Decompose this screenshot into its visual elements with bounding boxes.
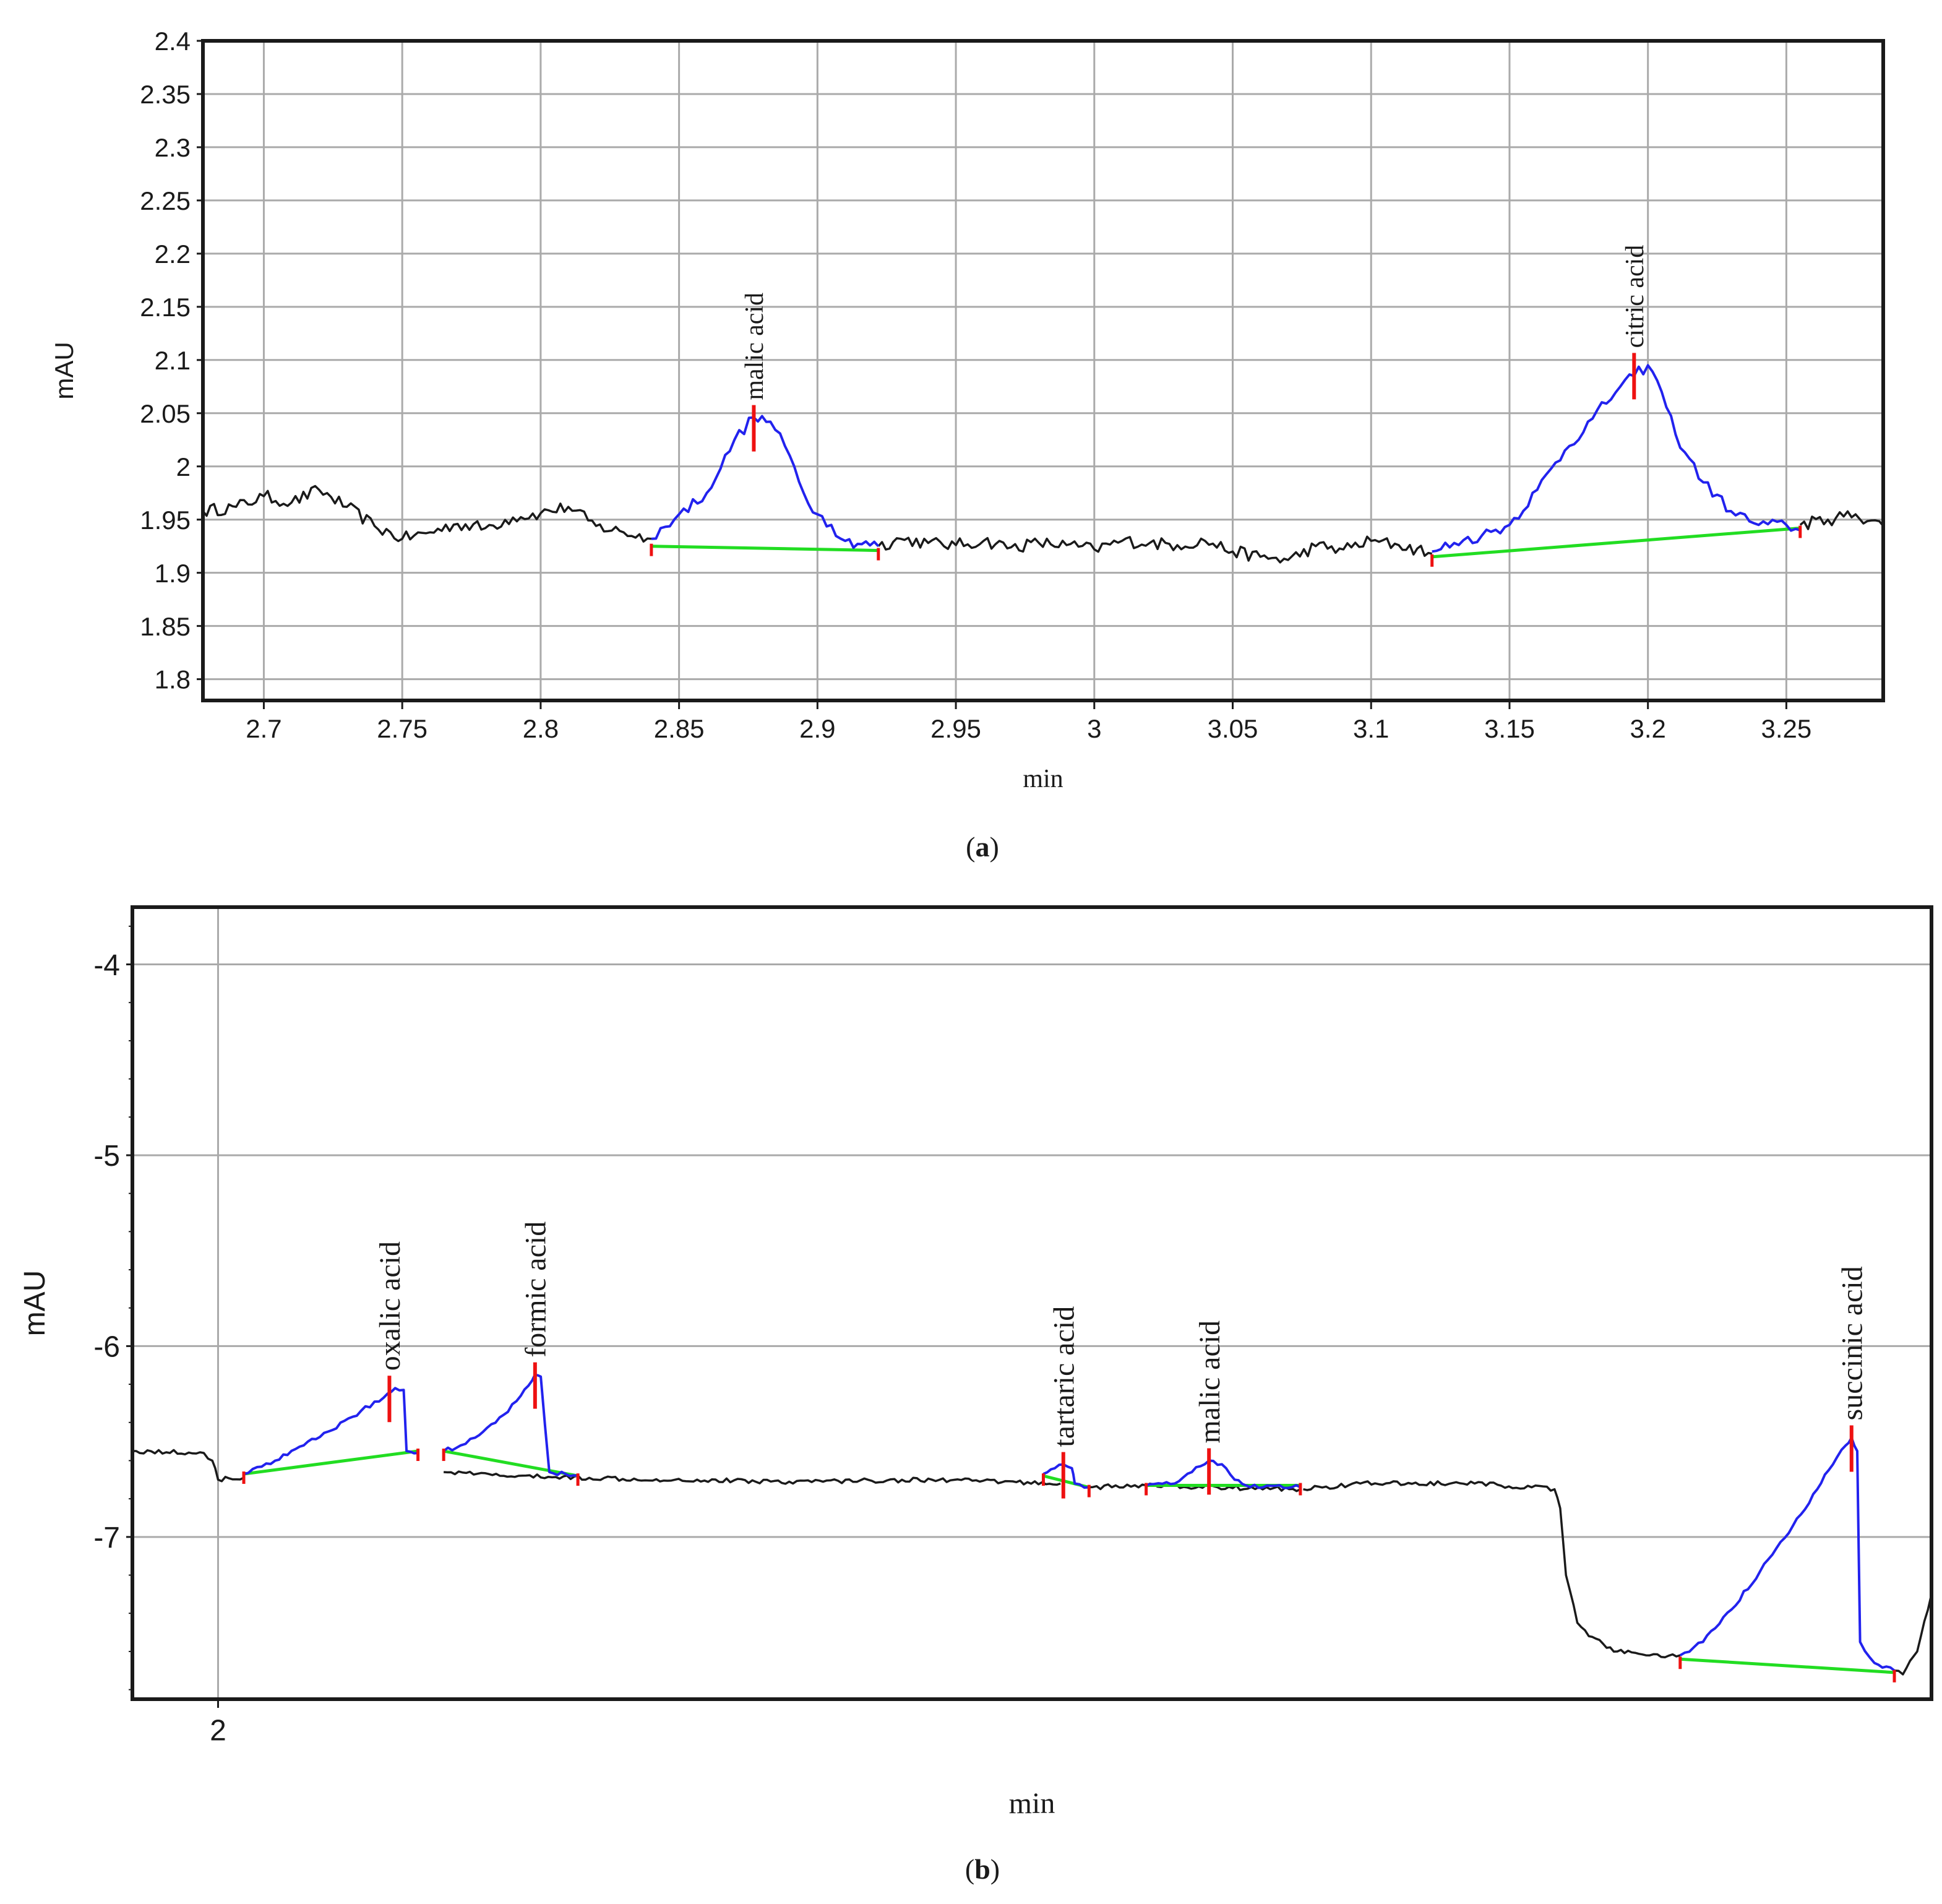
peak-label: malic acid — [1193, 1320, 1226, 1444]
x-tick-label: 3.15 — [1484, 714, 1535, 743]
y-tick-label: 2.1 — [155, 346, 191, 375]
peak-label: succinic acid — [1836, 1266, 1869, 1420]
x-tick-label: 2.7 — [246, 714, 281, 743]
x-axis-title: min — [1009, 1787, 1055, 1820]
y-axis-title: mAU — [49, 342, 79, 399]
peak-label: citric acid — [1621, 245, 1649, 348]
signal-trace — [132, 1449, 244, 1483]
signal-trace — [1089, 1482, 1301, 1493]
chromatogram-panel-a: 1.8 1.85 1.9 1.95 2 2.05 2.1 2.15 2.2 2.25 2.3 2.35… — [49, 27, 1885, 863]
peak-baseline — [443, 1449, 578, 1478]
x-tick-label: 3.05 — [1208, 714, 1258, 743]
signal-trace — [1894, 1594, 1933, 1676]
x-tick-label: 3.25 — [1761, 714, 1812, 743]
panel-label: (a) — [966, 831, 999, 863]
y-tick-label: 2.35 — [140, 80, 191, 109]
peak-baseline — [1432, 526, 1800, 559]
signal-trace — [877, 535, 1433, 564]
chromatogram-panel-b: -7 -6 -5 -4 2 oxalic acid formic acid tartaric … — [19, 905, 1933, 1885]
signal-trace — [1799, 510, 1884, 530]
y-tick-label: -6 — [93, 1331, 120, 1364]
plot-frame — [131, 905, 1933, 1701]
signal-trace — [443, 1470, 1061, 1486]
y-tick-label: 2.3 — [155, 133, 191, 162]
peak-trace — [243, 1387, 418, 1475]
peak-label: oxalic acid — [374, 1241, 406, 1371]
panel-label: (b) — [965, 1853, 1000, 1885]
y-tick-label: -4 — [93, 949, 120, 982]
x-tick-label: 2.8 — [523, 714, 559, 743]
x-tick-label: 2.75 — [377, 714, 427, 743]
y-tick-label: -7 — [93, 1522, 120, 1554]
y-axis-title: mAU — [19, 1270, 51, 1337]
y-tick-label: 1.9 — [155, 559, 191, 588]
peak-baseline — [243, 1449, 418, 1476]
y-tick-label: 2.15 — [140, 293, 191, 322]
peak-label: formic acid — [520, 1221, 552, 1358]
y-tick-label: 2.05 — [140, 399, 191, 428]
peak-trace — [1679, 1436, 1896, 1672]
y-tick-label: 2.2 — [155, 239, 191, 269]
peak-trace — [442, 1373, 578, 1478]
peak-trace — [1146, 1459, 1301, 1489]
y-tick-label: 2.4 — [155, 27, 191, 56]
y-tick-label: 1.8 — [155, 665, 191, 694]
plot-frame — [201, 39, 1885, 702]
peak-trace — [1042, 1463, 1089, 1489]
peak-label: malic acid — [741, 293, 769, 400]
x-tick-label: 2 — [210, 1714, 226, 1747]
peak-trace — [651, 415, 880, 549]
x-tick-label: 3.2 — [1630, 714, 1665, 743]
peak-baseline — [651, 545, 879, 553]
x-tick-label: 2.85 — [654, 714, 705, 743]
y-tick-label: 2 — [176, 452, 191, 481]
x-tick-label: 3 — [1087, 714, 1101, 743]
signal-trace — [1303, 1480, 1681, 1659]
y-tick-label: 2.25 — [140, 186, 191, 215]
y-tick-label: 1.85 — [140, 612, 191, 641]
x-tick-label: 2.95 — [930, 714, 981, 743]
y-tick-label: 1.95 — [140, 506, 191, 535]
x-tick-label: 3.1 — [1353, 714, 1389, 743]
peak-baseline — [1680, 1657, 1895, 1674]
y-tick-label: -5 — [93, 1140, 120, 1173]
peak-label: tartaric acid — [1048, 1306, 1081, 1447]
x-tick-label: 2.9 — [799, 714, 835, 743]
peak-trace — [1432, 364, 1801, 553]
signal-trace — [202, 485, 652, 543]
x-axis-title: min — [1023, 765, 1063, 793]
